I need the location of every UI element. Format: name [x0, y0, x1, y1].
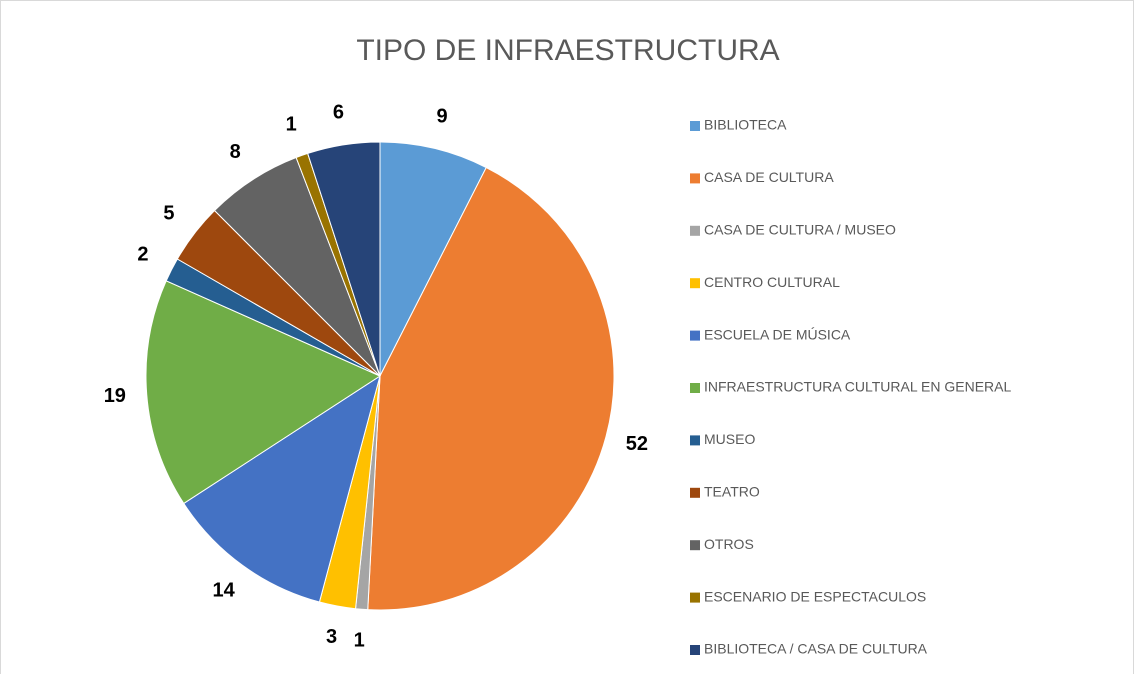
pie-slice	[145, 280, 382, 505]
legend-swatch	[690, 383, 700, 393]
legend-swatch	[690, 278, 700, 289]
legend-label: CASA DE CULTURA	[704, 169, 834, 185]
legend-label: ESCENARIO DE ESPECTACULOS	[704, 588, 926, 604]
legend-label: CENTRO CULTURAL	[704, 274, 840, 290]
data-label: 6	[333, 102, 344, 124]
pie-slice	[367, 166, 615, 611]
legend-label: BIBLIOTECA	[704, 117, 787, 133]
legend-swatch	[690, 592, 700, 603]
pie-slice	[307, 141, 381, 377]
legend-swatch	[690, 121, 700, 131]
pie-slice	[183, 374, 381, 603]
data-label: 2	[137, 244, 148, 266]
data-label: 5	[163, 202, 174, 224]
data-label: 1	[354, 629, 365, 651]
data-label: 9	[437, 106, 448, 128]
legend-label: BIBLIOTECA / CASA DE CULTURA	[704, 641, 928, 657]
data-label: 3	[326, 626, 337, 648]
legend-swatch	[690, 173, 700, 184]
chart-title: TIPO DE INFRAESTRUCTURA	[356, 34, 779, 67]
legend-label: OTROS	[704, 536, 754, 552]
legend-label: CASA DE CULTURA / MUSEO	[704, 222, 896, 238]
data-label: 1	[286, 114, 297, 136]
pie-slice	[379, 141, 487, 377]
data-label: 14	[213, 579, 236, 601]
legend-label: ESCUELA DE MÚSICA	[704, 326, 851, 342]
legend-label: INFRAESTRUCTURA CULTURAL EN GENERAL	[704, 379, 1011, 395]
data-label: 19	[104, 385, 126, 407]
data-label: 52	[626, 433, 648, 455]
legend-swatch	[690, 540, 700, 551]
legend-label: TEATRO	[704, 484, 760, 500]
legend-swatch	[690, 645, 700, 655]
data-label: 8	[230, 141, 241, 163]
legend-label: MUSEO	[704, 431, 755, 447]
legend-swatch	[690, 435, 700, 446]
legend-swatch	[690, 225, 700, 236]
legend-swatch	[690, 330, 700, 341]
legend-swatch	[690, 487, 700, 498]
